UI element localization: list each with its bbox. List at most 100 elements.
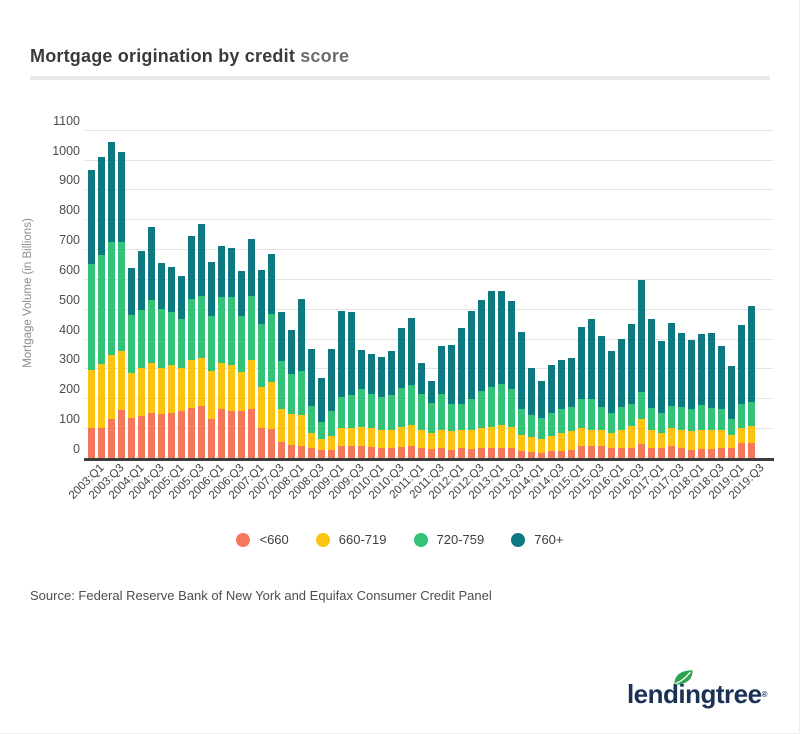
- bar-segment-760+: [257, 269, 265, 325]
- bar-segment-660-719: [677, 429, 685, 448]
- bar-2010:Q1: [367, 353, 375, 458]
- bar-segment-760+: [147, 226, 155, 300]
- bar-segment-760+: [207, 261, 215, 316]
- bar-segment-660-719: [217, 363, 225, 410]
- x-axis-line: [84, 458, 774, 461]
- bar-segment-<660: [337, 446, 345, 458]
- bar-segment-760+: [297, 298, 305, 372]
- bar-segment-<660: [207, 419, 215, 458]
- bar-segment-660-719: [567, 430, 575, 450]
- bar-segment-660-719: [337, 428, 345, 447]
- bar-segment-760+: [347, 312, 355, 396]
- bar-segment-<660: [437, 448, 445, 458]
- bar-segment-<660: [727, 447, 735, 458]
- bar-segment-720-759: [517, 409, 525, 435]
- bar-segment-660-719: [427, 432, 435, 450]
- bar-segment-660-719: [227, 365, 235, 411]
- bar-segment-<660: [397, 446, 405, 458]
- bar-segment-720-759: [387, 395, 395, 430]
- y-tick-label-600: 600: [59, 262, 80, 277]
- gridline-800: [85, 219, 773, 221]
- bar-segment-660-719: [507, 426, 515, 449]
- bar-segment-660-719: [277, 408, 285, 442]
- bar-2013:Q1: [487, 291, 495, 458]
- bar-2011:Q1: [407, 317, 415, 458]
- bar-segment-<660: [667, 446, 675, 458]
- bar-segment-760+: [587, 319, 595, 399]
- page-title-main: Mortgage origination by credit: [30, 46, 301, 66]
- bar-segment-760+: [267, 253, 275, 314]
- legend-item-660-719: 660-719: [315, 532, 387, 547]
- bar-segment-760+: [197, 223, 205, 296]
- bar-segment-720-759: [657, 413, 665, 433]
- bar-segment-<660: [267, 429, 275, 458]
- bar-segment-<660: [497, 447, 505, 458]
- bar-segment-720-759: [467, 398, 475, 430]
- bar-2019:Q2: [737, 325, 745, 458]
- bar-segment-720-759: [507, 388, 515, 427]
- bar-segment-<660: [517, 451, 525, 458]
- bar-segment-660-719: [387, 429, 395, 448]
- bar-segment-720-759: [257, 324, 265, 387]
- bar-2011:Q4: [437, 346, 445, 458]
- bar-segment-<660: [617, 447, 625, 458]
- bar-segment-<660: [157, 414, 165, 458]
- bar-segment-720-759: [277, 361, 285, 409]
- bar-segment-660-719: [657, 432, 665, 449]
- bar-2005:Q2: [177, 275, 185, 458]
- bar-segment-760+: [287, 330, 295, 375]
- leaf-icon: [674, 670, 693, 685]
- bar-segment-720-759: [267, 313, 275, 382]
- bar-segment-760+: [487, 291, 495, 387]
- bar-segment-720-759: [707, 407, 715, 430]
- legend-swatch-icon: [511, 532, 526, 547]
- y-tick-label-1100: 1100: [53, 113, 80, 128]
- bar-segment-720-759: [647, 407, 655, 430]
- bar-segment-<660: [637, 443, 645, 458]
- bar-2004:Q2: [137, 250, 145, 458]
- bar-segment-760+: [637, 279, 645, 393]
- bar-segment-660-719: [367, 428, 375, 447]
- gridline-600: [85, 278, 773, 280]
- bar-segment-660-719: [617, 429, 625, 448]
- bar-segment-<660: [607, 448, 615, 458]
- y-tick-label-900: 900: [59, 173, 80, 188]
- bar-segment-760+: [657, 341, 665, 414]
- bar-segment-660-719: [557, 432, 565, 451]
- bar-segment-760+: [667, 322, 675, 406]
- bar-2014:Q3: [547, 365, 555, 458]
- bar-segment-760+: [697, 334, 705, 405]
- bar-segment-660-719: [437, 429, 445, 449]
- bar-segment-760+: [427, 381, 435, 403]
- bar-segment-720-759: [187, 298, 195, 361]
- bar-2015:Q3: [587, 319, 595, 458]
- bar-segment-760+: [497, 291, 505, 384]
- bar-segment-760+: [747, 305, 755, 403]
- bar-segment-<660: [287, 444, 295, 458]
- bar-segment-660-719: [647, 429, 655, 448]
- bar-2009:Q4: [357, 349, 365, 458]
- bar-2017:Q3: [667, 322, 675, 458]
- bar-segment-720-759: [347, 395, 355, 428]
- legend-swatch-icon: [413, 532, 428, 547]
- bar-segment-660-719: [117, 350, 125, 411]
- bar-segment-720-759: [177, 318, 185, 369]
- bar-2018:Q2: [697, 334, 705, 458]
- y-tick-label-100: 100: [59, 412, 80, 427]
- bar-segment-720-759: [147, 299, 155, 363]
- legend-item-760+: 760+: [511, 532, 564, 547]
- page-title: Mortgage origination by credit score: [30, 46, 349, 67]
- bar-2006:Q1: [207, 261, 215, 458]
- bar-segment-720-759: [337, 396, 345, 429]
- bar-segment-720-759: [397, 387, 405, 427]
- bar-segment-760+: [477, 299, 485, 391]
- bar-segment-<660: [297, 446, 305, 458]
- bar-segment-<660: [567, 449, 575, 458]
- bar-segment-760+: [717, 346, 725, 409]
- bar-2016:Q1: [607, 350, 615, 458]
- bar-segment-<660: [237, 410, 245, 458]
- bar-segment-<660: [127, 417, 135, 458]
- gridline-400: [85, 338, 773, 340]
- bar-2004:Q4: [157, 262, 165, 458]
- gridline-900: [85, 189, 773, 191]
